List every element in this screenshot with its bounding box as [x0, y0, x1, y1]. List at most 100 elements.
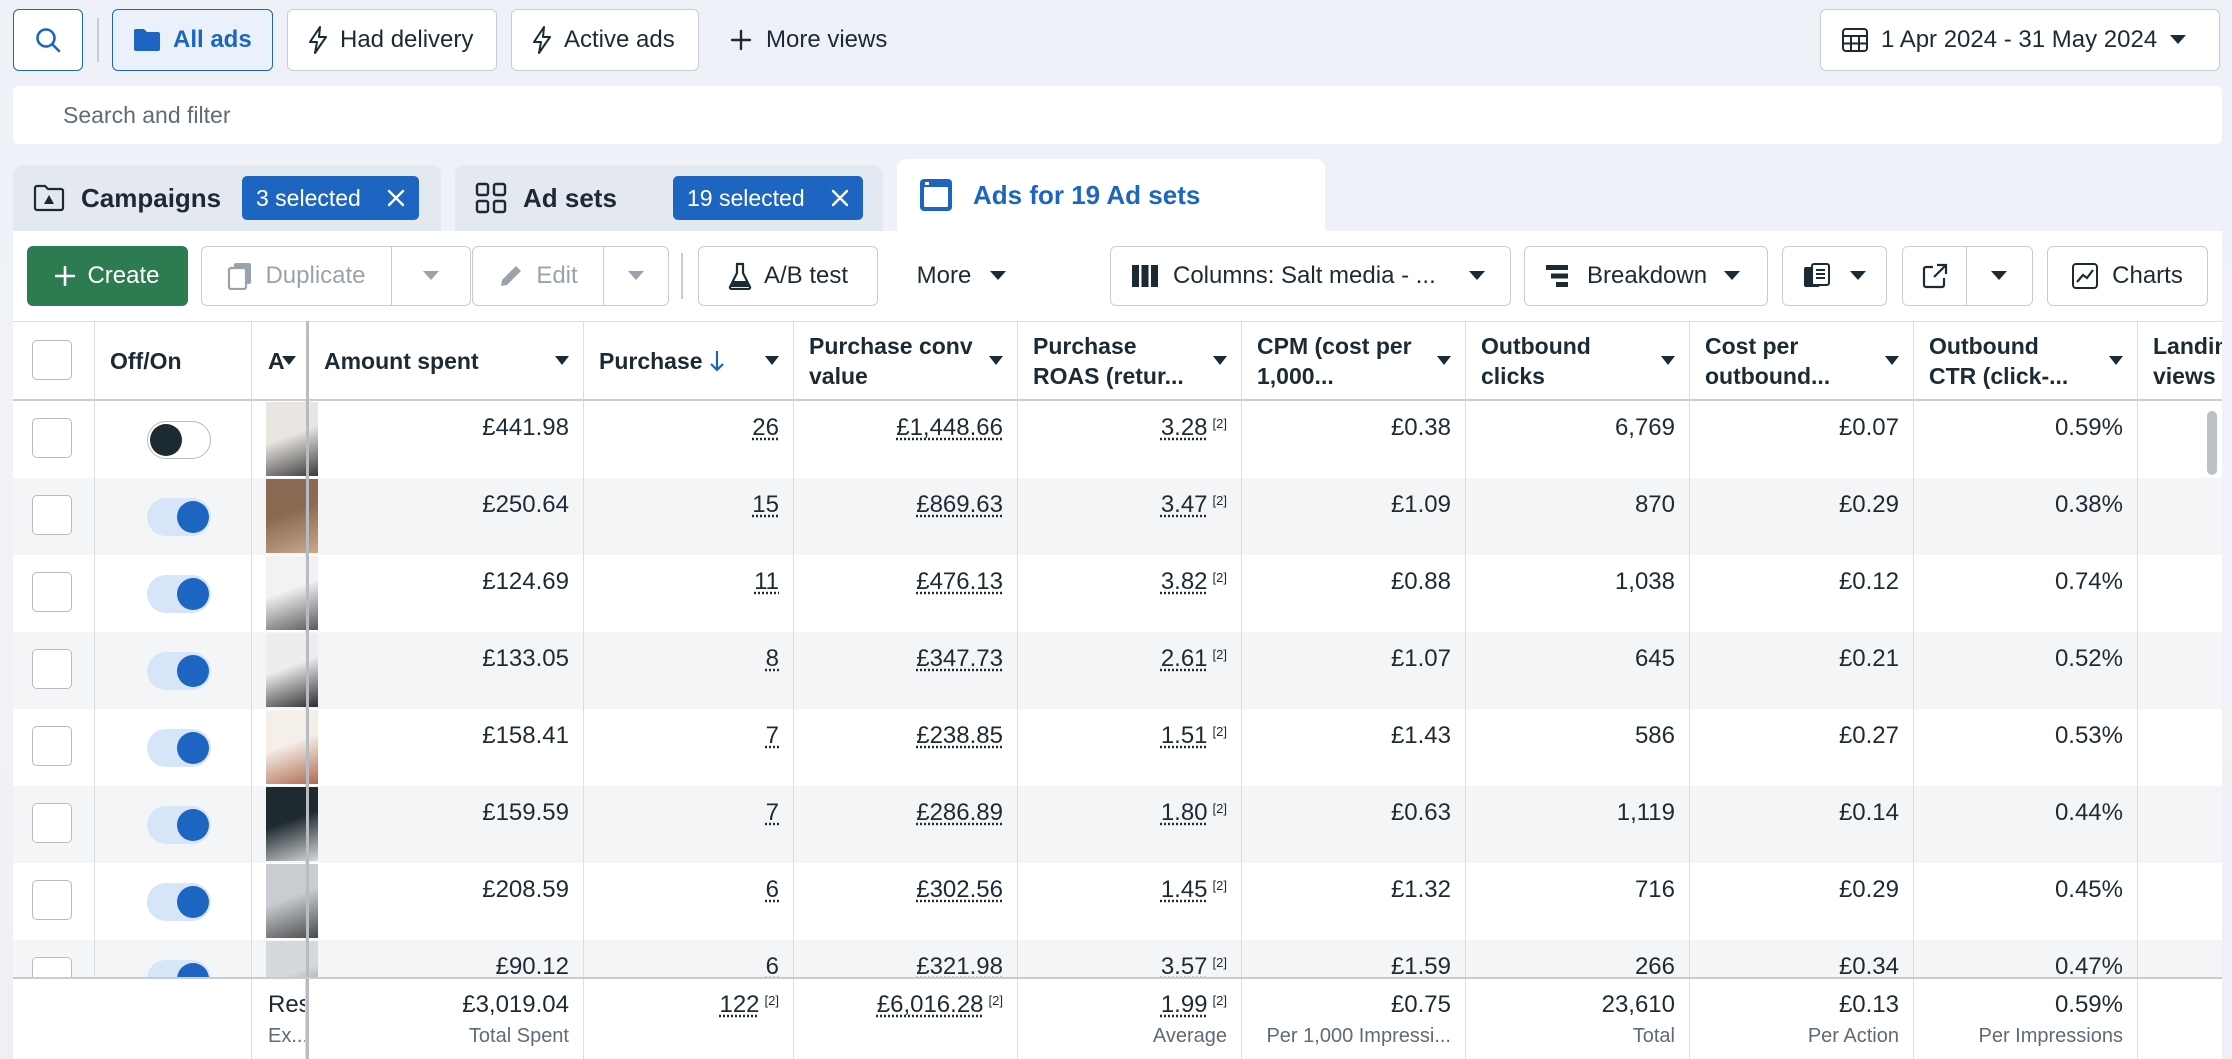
ad-on-off-toggle[interactable] — [147, 806, 211, 844]
export-dropdown[interactable] — [1967, 270, 2031, 282]
ad-on-off-toggle[interactable] — [147, 575, 211, 613]
table-row[interactable]: £159.59 7 £286.89 1.80 [2] £0.63 1,119 £0.14 0.4… — [13, 786, 2222, 863]
purchase-roas-value[interactable]: 3.57 — [1160, 953, 1208, 980]
row-checkbox[interactable] — [32, 572, 72, 612]
ad-thumbnail[interactable] — [266, 556, 318, 630]
purchase-value[interactable]: 6 — [765, 953, 779, 980]
cell-cost-per-outbound: £0.29 — [1690, 478, 1914, 555]
columns-button[interactable]: Columns: Salt media - ... — [1110, 246, 1511, 306]
charts-button[interactable]: Charts — [2047, 246, 2208, 306]
purchase-roas-value[interactable]: 1.51 — [1160, 722, 1208, 749]
create-button[interactable]: Create — [27, 246, 188, 306]
header-cpm[interactable]: CPM (cost per 1,000... — [1242, 322, 1466, 400]
vertical-scrollbar[interactable] — [2207, 411, 2217, 475]
table-row[interactable]: £441.98 26 £1,448.66 3.28 [2] £0.38 6,769 £0.07… — [13, 401, 2222, 478]
purchase-roas-value[interactable]: 3.47 — [1160, 491, 1208, 518]
purchase-conv-value-value[interactable]: £869.63 — [916, 491, 1003, 518]
ad-on-off-toggle[interactable] — [147, 652, 211, 690]
purchase-value[interactable]: 15 — [752, 491, 779, 518]
ad-thumbnail[interactable] — [266, 787, 318, 861]
duplicate-button[interactable]: Duplicate — [201, 246, 471, 306]
purchase-conv-value-value[interactable]: £286.89 — [916, 799, 1003, 826]
ad-on-off-toggle[interactable] — [147, 729, 211, 767]
purchase-value[interactable]: 26 — [752, 414, 779, 441]
totals-purchase-value[interactable]: 122 — [719, 991, 760, 1018]
ab-test-button[interactable]: A/B test — [698, 246, 878, 306]
row-checkbox[interactable] — [32, 418, 72, 458]
tab-ads-label: Ads for 19 Ad sets — [973, 179, 1201, 210]
table-row[interactable]: £133.05 8 £347.73 2.61 [2] £1.07 645 £0.21 0.52% — [13, 632, 2222, 709]
totals-roas-value[interactable]: 1.99 — [1160, 991, 1208, 1018]
row-checkbox[interactable] — [32, 495, 72, 535]
purchase-conv-value-value[interactable]: £321.98 — [916, 953, 1003, 980]
header-amount-spent[interactable]: Amount spent — [306, 322, 584, 400]
select-all-checkbox[interactable] — [32, 340, 72, 380]
ad-on-off-toggle[interactable] — [147, 498, 211, 536]
ad-thumbnail[interactable] — [266, 633, 318, 707]
ad-thumbnail[interactable] — [266, 402, 318, 476]
date-range-picker[interactable]: 1 Apr 2024 - 31 May 2024 — [1820, 9, 2220, 71]
view-had-delivery[interactable]: Had delivery — [287, 9, 497, 71]
purchase-value[interactable]: 6 — [765, 876, 779, 903]
row-checkbox[interactable] — [32, 880, 72, 920]
header-purchase[interactable]: Purchase — [584, 322, 794, 400]
header-landing-page-views[interactable]: Landin views — [2138, 322, 2222, 400]
purchase-roas-value[interactable]: 2.61 — [1160, 645, 1208, 672]
header-purchase-roas[interactable]: Purchase ROAS (retur... — [1018, 322, 1242, 400]
edit-dropdown[interactable] — [604, 270, 668, 282]
campaigns-selection-pill[interactable]: 3 selected — [242, 176, 419, 220]
more-actions-button[interactable]: More — [897, 246, 1027, 306]
ad-thumbnail[interactable] — [266, 710, 318, 784]
header-ad[interactable]: A — [252, 322, 309, 400]
purchase-roas-value[interactable]: 3.28 — [1160, 414, 1208, 441]
export-button[interactable] — [1902, 246, 2033, 306]
tab-campaigns[interactable]: Campaigns 3 selected — [13, 165, 441, 231]
row-checkbox[interactable] — [32, 726, 72, 766]
table-row[interactable]: £208.59 6 £302.56 1.45 [2] £1.32 716 £0.29 0.45% — [13, 863, 2222, 940]
header-cost-per-outbound[interactable]: Cost per outbound... — [1690, 322, 1914, 400]
purchase-conv-value-value[interactable]: £347.73 — [916, 645, 1003, 672]
breakdown-button[interactable]: Breakdown — [1524, 246, 1768, 306]
search-filter-input[interactable]: Search and filter — [13, 86, 2222, 144]
frozen-column-divider[interactable] — [306, 321, 309, 1059]
header-outbound-ctr[interactable]: Outbound CTR (click-... — [1914, 322, 2138, 400]
purchase-value[interactable]: 11 — [754, 568, 779, 595]
close-icon[interactable] — [831, 189, 849, 207]
more-views-button[interactable]: More views — [730, 9, 887, 71]
table-row[interactable]: £158.41 7 £238.85 1.51 [2] £1.43 586 £0.27 0.53% — [13, 709, 2222, 786]
duplicate-dropdown[interactable] — [392, 270, 470, 282]
purchase-roas-value[interactable]: 1.80 — [1160, 799, 1208, 826]
close-icon[interactable] — [387, 189, 405, 207]
ad-on-off-toggle[interactable] — [147, 421, 211, 459]
header-cpo-label-1: Cost per — [1705, 333, 1799, 359]
table-row[interactable]: £124.69 11 £476.13 3.82 [2] £0.88 1,038 £0.12 0.… — [13, 555, 2222, 632]
purchase-conv-value-value[interactable]: £476.13 — [916, 568, 1003, 595]
reports-button[interactable] — [1782, 246, 1887, 306]
purchase-roas-value[interactable]: 3.82 — [1160, 568, 1208, 595]
search-button[interactable] — [13, 9, 83, 71]
purchase-value[interactable]: 7 — [765, 722, 779, 749]
row-checkbox[interactable] — [32, 803, 72, 843]
ad-thumbnail[interactable] — [266, 479, 318, 553]
ad-thumbnail[interactable] — [266, 864, 318, 938]
row-checkbox[interactable] — [32, 649, 72, 689]
purchase-conv-value-value[interactable]: £302.56 — [916, 876, 1003, 903]
purchase-conv-value-value[interactable]: £238.85 — [916, 722, 1003, 749]
totals-purchase-conv-value[interactable]: £6,016.28 — [876, 991, 984, 1018]
table-row[interactable]: £250.64 15 £869.63 3.47 [2] £1.09 870 £0.29 0.38… — [13, 478, 2222, 555]
ad-sets-selection-pill[interactable]: 19 selected — [673, 176, 863, 220]
tab-ads[interactable]: Ads for 19 Ad sets — [897, 159, 1325, 231]
purchase-conv-value-value[interactable]: £1,448.66 — [896, 414, 1003, 441]
view-active-ads[interactable]: Active ads — [511, 9, 699, 71]
purchase-value[interactable]: 8 — [765, 645, 779, 672]
header-outbound-clicks[interactable]: Outbound clicks — [1466, 322, 1690, 400]
row-select-cell — [13, 632, 95, 709]
ad-on-off-toggle[interactable] — [147, 883, 211, 921]
header-purchase-conv-value[interactable]: Purchase conv value — [794, 322, 1018, 400]
purchase-roas-value[interactable]: 1.45 — [1160, 876, 1208, 903]
edit-button[interactable]: Edit — [472, 246, 669, 306]
header-off-on[interactable]: Off/On — [95, 322, 252, 400]
purchase-value[interactable]: 7 — [765, 799, 779, 826]
tab-ad-sets[interactable]: Ad sets 19 selected — [455, 165, 883, 231]
view-all-ads[interactable]: All ads — [112, 9, 273, 71]
